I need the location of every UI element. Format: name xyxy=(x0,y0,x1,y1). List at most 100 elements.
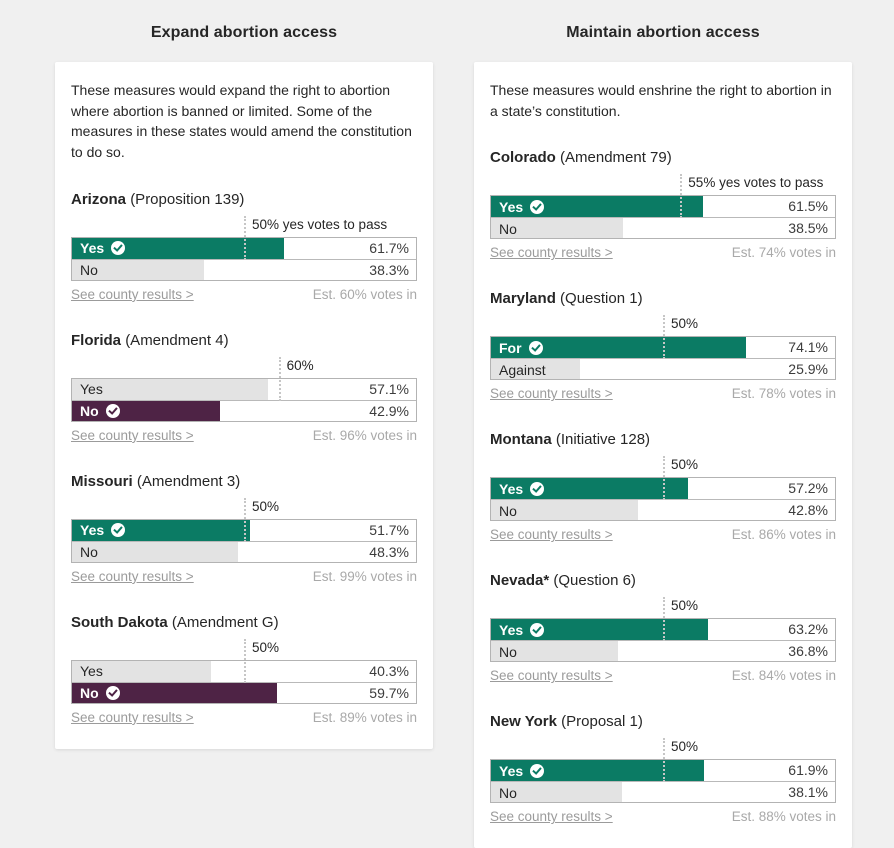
result-row-label: Yes xyxy=(80,238,126,259)
votes-in-estimate: Est. 89% votes in xyxy=(312,709,417,725)
measure-footer: See county results > Est. 74% votes in xyxy=(490,245,836,260)
choice-label: No xyxy=(499,220,517,237)
threshold-marker-line xyxy=(278,356,281,401)
result-row: Against 25.9% xyxy=(491,358,835,380)
state-name: New York xyxy=(490,713,557,731)
choice-label: No xyxy=(499,643,517,660)
choice-label: Yes xyxy=(80,240,105,257)
see-county-results-link[interactable]: See county results > xyxy=(490,668,613,684)
see-county-results-link[interactable]: See county results > xyxy=(490,809,613,825)
measure-heading: Arizona (Proposition 139) xyxy=(71,191,417,208)
result-percentage: 61.9% xyxy=(788,762,828,779)
result-bar-chart: 50% Yes 63.2% No 36.8% xyxy=(490,597,836,663)
see-county-results-link[interactable]: See county results > xyxy=(71,286,194,302)
result-percentage: 48.3% xyxy=(369,543,409,560)
see-county-results-link[interactable]: See county results > xyxy=(71,427,194,443)
result-row: No 59.7% xyxy=(72,681,416,704)
see-county-results-link[interactable]: See county results > xyxy=(71,709,194,725)
result-row-label: No xyxy=(499,500,517,521)
ballot-measure: Arizona (Proposition 139) 50% yes votes … xyxy=(71,191,417,302)
measure-footer: See county results > Est. 96% votes in xyxy=(71,428,417,443)
choice-label: No xyxy=(80,685,99,702)
measure-heading: Colorado (Amendment 79) xyxy=(490,149,836,166)
result-bar-fill xyxy=(72,237,285,259)
votes-in-estimate: Est. 74% votes in xyxy=(731,245,836,261)
choice-label: For xyxy=(499,339,522,356)
result-row-label: Yes xyxy=(499,760,545,781)
see-county-results-link[interactable]: See county results > xyxy=(490,386,613,402)
result-percentage: 38.5% xyxy=(788,220,828,237)
result-row: No 48.3% xyxy=(72,540,416,563)
ballot-measure: Colorado (Amendment 79) 55% yes votes to… xyxy=(490,149,836,260)
result-percentage: 61.7% xyxy=(369,239,409,256)
measure-name: (Amendment G) xyxy=(171,613,279,631)
measure-heading: Nevada* (Question 6) xyxy=(490,572,836,589)
result-percentage: 38.3% xyxy=(369,261,409,278)
result-bar-fill xyxy=(491,760,704,782)
see-county-results-link[interactable]: See county results > xyxy=(71,568,194,584)
result-row-label: Yes xyxy=(499,478,545,499)
choice-label: Yes xyxy=(499,480,524,497)
result-row-label: No xyxy=(80,683,120,704)
state-name: Maryland xyxy=(490,290,556,308)
ballot-measure: Montana (Initiative 128) 50% Yes 57.2% N… xyxy=(490,431,836,542)
measure-footer: See county results > Est. 78% votes in xyxy=(490,386,836,401)
see-county-results-link[interactable]: See county results > xyxy=(490,245,613,261)
column-expand-access: Expand abortion access These measures wo… xyxy=(55,12,433,806)
ballot-measure: Nevada* (Question 6) 50% Yes 63.2% No 36… xyxy=(490,572,836,683)
result-bar-fill xyxy=(72,541,239,562)
choice-label: No xyxy=(80,262,98,279)
result-row-label: Against xyxy=(499,359,546,380)
result-bar-chart: 50% For 74.1% Against 25.9% xyxy=(490,315,836,381)
winner-check-circle-icon xyxy=(111,241,126,256)
result-row: Yes 63.2% xyxy=(491,619,835,641)
choice-label: Against xyxy=(499,361,546,378)
state-name: Arizona xyxy=(71,190,127,208)
result-row-label: Yes xyxy=(80,661,103,682)
measure-name: (Initiative 128) xyxy=(555,431,651,449)
measure-name: (Question 6) xyxy=(553,572,636,590)
winner-check-circle-icon xyxy=(530,763,545,778)
see-county-results-link[interactable]: See county results > xyxy=(490,527,613,543)
votes-in-estimate: Est. 84% votes in xyxy=(731,668,836,684)
result-row: Yes 57.1% xyxy=(72,378,416,400)
result-row-label: Yes xyxy=(80,379,103,400)
result-bar-chart: 50% Yes 61.9% No 38.1% xyxy=(490,738,836,804)
result-bar-chart: 50% Yes 57.2% No 42.8% xyxy=(490,456,836,522)
result-bar-chart: 50% yes votes to pass Yes 61.7% No 38.3% xyxy=(71,215,417,281)
votes-in-estimate: Est. 88% votes in xyxy=(731,809,836,825)
bar-rows: Yes 40.3% No 59.7% xyxy=(71,659,417,704)
measure-heading: Maryland (Question 1) xyxy=(490,290,836,307)
choice-label: Yes xyxy=(499,762,524,779)
bar-rows: Yes 57.2% No 42.8% xyxy=(490,477,836,522)
measure-heading: New York (Proposal 1) xyxy=(490,713,836,730)
result-row: No 38.3% xyxy=(72,258,416,280)
result-bar-fill xyxy=(491,337,746,359)
result-row-label: Yes xyxy=(499,619,545,640)
measure-heading: Montana (Initiative 128) xyxy=(490,431,836,448)
result-percentage: 57.1% xyxy=(369,380,409,397)
result-bar-chart: 55% yes votes to pass Yes 61.5% No 38.5% xyxy=(490,174,836,240)
measure-heading: South Dakota (Amendment G) xyxy=(71,614,417,631)
result-bar-chart: 60% Yes 57.1% No 42.9% xyxy=(71,356,417,422)
votes-in-estimate: Est. 78% votes in xyxy=(731,386,836,402)
result-row-label: No xyxy=(80,542,98,563)
result-percentage: 40.3% xyxy=(369,662,409,679)
threshold-marker-line xyxy=(663,315,665,360)
measure-name: (Amendment 3) xyxy=(136,472,241,490)
choice-label: Yes xyxy=(80,663,103,680)
result-bar-fill xyxy=(72,682,278,703)
threshold-label: 50% xyxy=(671,598,699,614)
threshold-label: 50% xyxy=(252,639,280,655)
result-bar-fill xyxy=(491,641,618,662)
measure-name: (Proposal 1) xyxy=(561,713,643,731)
measures-list: Arizona (Proposition 139) 50% yes votes … xyxy=(71,191,417,725)
measure-heading: Missouri (Amendment 3) xyxy=(71,473,417,490)
column-title: Expand abortion access xyxy=(150,24,338,41)
column-description: These measures would expand the right to… xyxy=(71,82,412,161)
result-row: No 38.5% xyxy=(491,217,835,239)
column-card: These measures would expand the right to… xyxy=(55,62,433,749)
result-row-label: For xyxy=(499,337,543,358)
result-bar-fill xyxy=(72,259,204,280)
winner-check-circle-icon xyxy=(530,199,545,214)
